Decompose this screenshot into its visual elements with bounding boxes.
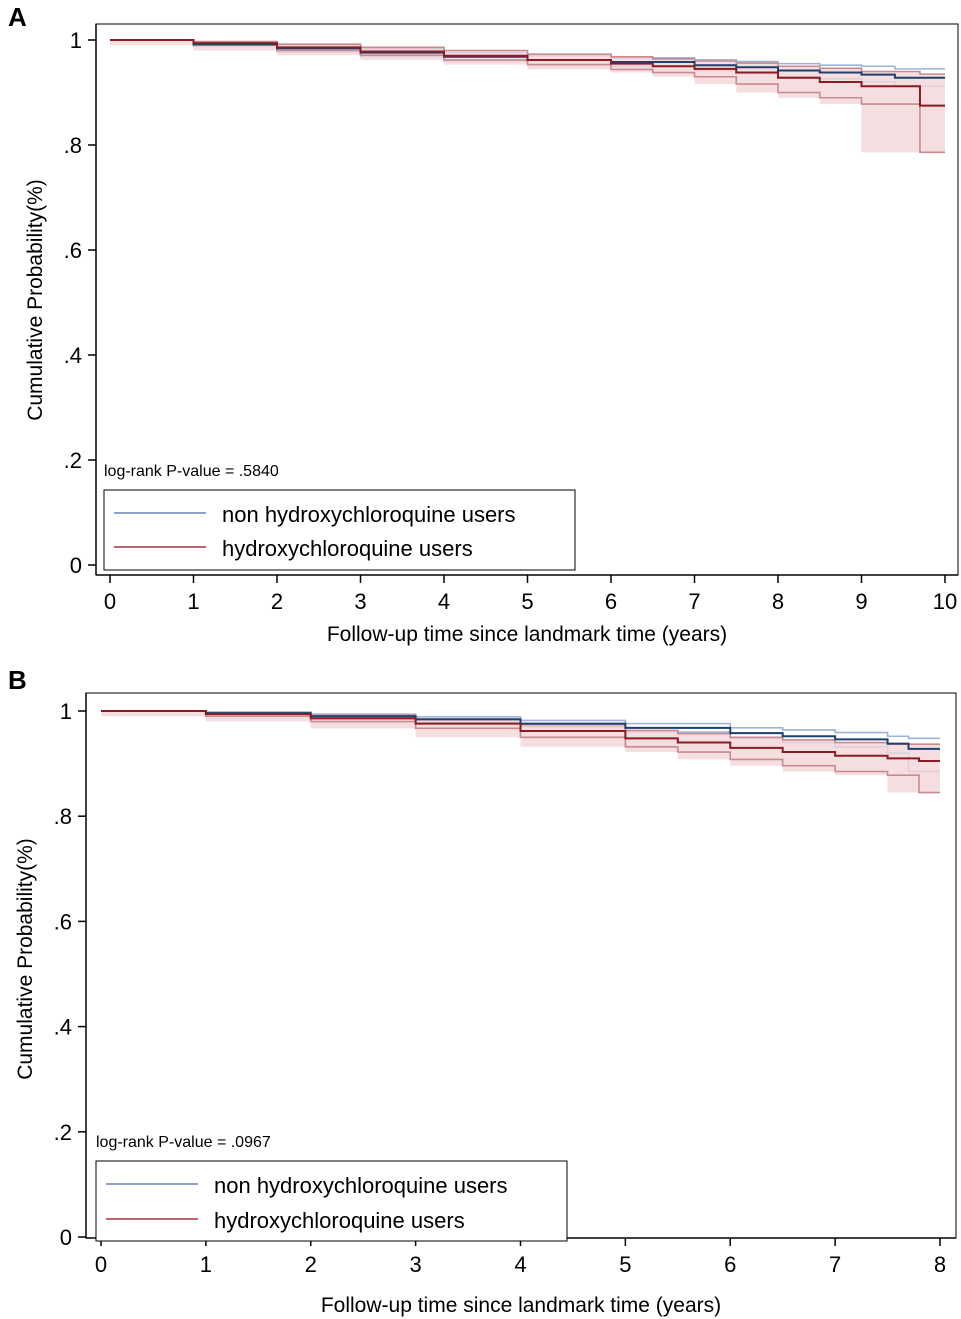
y-tick-label-b: .8 (54, 804, 72, 829)
pvalue-label-a: log-rank P-value = .5840 (104, 463, 279, 480)
x-tick-label-b: 2 (305, 1252, 317, 1277)
legend-box-a (103, 489, 576, 571)
km-chart-a: 0 .2 .4 .6 .8 1 0 1 2 3 4 5 6 7 8 9 10 Cumulative Proba… (24, 23, 959, 646)
y-tick-label-a: .2 (64, 448, 82, 473)
x-tick-label-a: 4 (438, 589, 450, 614)
x-tick-label-b: 7 (829, 1252, 841, 1277)
y-tick-label-b: 1 (60, 699, 72, 724)
plot-area-b: 0 .2 .4 .6 .8 1 0 1 2 3 4 5 6 7 8 (54, 692, 957, 1277)
legend-b: non hydroxychloroquine users hydroxychlo… (95, 1160, 568, 1242)
x-tick-label-b: 6 (724, 1252, 736, 1277)
x-tick-label-b: 3 (410, 1252, 422, 1277)
y-tick-label-a: .8 (64, 133, 82, 158)
km-line-hcq-users-a (110, 39, 945, 107)
ci-lower-hcq-users-b (101, 710, 940, 794)
y-tick-label-b: .4 (54, 1015, 72, 1040)
legend-label-users-a: hydroxychloroquine users (222, 536, 473, 561)
pvalue-label-b: log-rank P-value = .0967 (96, 1134, 271, 1151)
ci-lower-hcq-users-a (110, 39, 945, 154)
y-tick-label-a: 1 (70, 28, 82, 53)
y-tick-label-b: 0 (60, 1225, 72, 1250)
x-tick-label-a: 10 (933, 589, 957, 614)
km-line-hcq-users-b (101, 710, 940, 762)
legend-label-non-users-b: non hydroxychloroquine users (214, 1173, 508, 1198)
x-axis-title-a: Follow-up time since landmark time (year… (327, 623, 727, 646)
y-axis-title-a: Cumulative Probability(%) (24, 179, 47, 421)
x-tick-label-a: 6 (605, 589, 617, 614)
x-tick-label-b: 5 (619, 1252, 631, 1277)
x-tick-label-a: 3 (354, 589, 366, 614)
x-tick-label-a: 0 (104, 589, 116, 614)
km-line-non-users-a (110, 39, 945, 79)
y-tick-label-a: .4 (64, 343, 82, 368)
y-axis-title-b: Cumulative Probability(%) (14, 838, 37, 1080)
y-tick-label-a: 0 (70, 553, 82, 578)
ci-upper-hcq-users-a (110, 39, 945, 75)
plot-frame-b (85, 692, 957, 1239)
y-tick-label-a: .6 (64, 238, 82, 263)
x-tick-label-b: 1 (200, 1252, 212, 1277)
x-axis-title-b: Follow-up time since landmark time (year… (321, 1294, 721, 1317)
x-tick-label-a: 1 (187, 589, 199, 614)
x-tick-label-a: 5 (521, 589, 533, 614)
y-tick-label-b: .6 (54, 909, 72, 934)
x-tick-label-b: 4 (514, 1252, 526, 1277)
x-tick-label-b: 8 (934, 1252, 946, 1277)
x-tick-label-a: 7 (688, 589, 700, 614)
panel-b-letter: B (8, 665, 27, 695)
legend-label-users-b: hydroxychloroquine users (214, 1208, 465, 1233)
panel-a-letter: A (8, 2, 27, 32)
y-tick-label-b: .2 (54, 1120, 72, 1145)
legend-a: non hydroxychloroquine users hydroxychlo… (103, 489, 576, 571)
x-tick-label-a: 8 (772, 589, 784, 614)
legend-label-non-users-a: non hydroxychloroquine users (222, 502, 516, 527)
x-tick-label-b: 0 (95, 1252, 107, 1277)
legend-box-b (95, 1160, 568, 1242)
km-chart-b: 0 .2 .4 .6 .8 1 0 1 2 3 4 5 6 7 8 Cumulative Probabil… (14, 692, 957, 1317)
x-tick-label-a: 9 (855, 589, 867, 614)
x-tick-label-a: 2 (271, 589, 283, 614)
plot-area-a: 0 .2 .4 .6 .8 1 0 1 2 3 4 5 6 7 8 9 10 (64, 23, 959, 614)
